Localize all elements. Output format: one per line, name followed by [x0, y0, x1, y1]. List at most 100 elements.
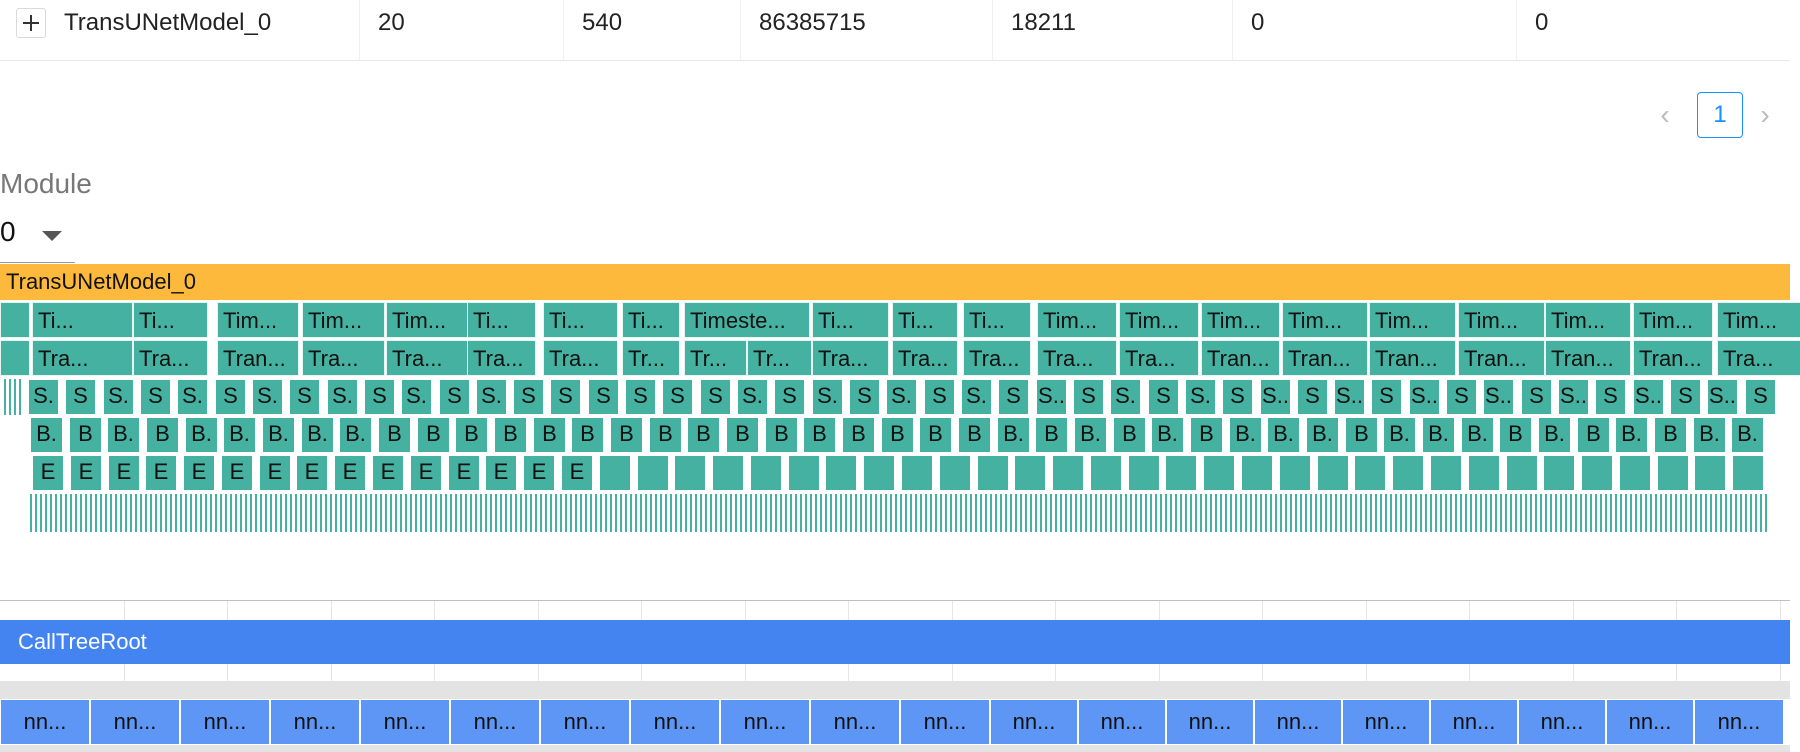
flame-frame-level3[interactable]: S.. [1409, 379, 1440, 415]
caret-down-icon[interactable] [42, 231, 62, 241]
flame-frame-level4[interactable]: B. [30, 417, 63, 453]
flame-frame-level4[interactable]: B [1035, 417, 1068, 453]
flame-frame-level5[interactable] [674, 455, 706, 491]
flame-frame-level3[interactable]: S [1521, 379, 1552, 415]
flame-frame-level4[interactable]: B. [262, 417, 295, 453]
flame-frame-level5[interactable] [1165, 455, 1197, 491]
flame-frame-level5[interactable] [1354, 455, 1386, 491]
flame-frame-level4[interactable]: B [765, 417, 798, 453]
flame-frame-level5[interactable]: E [221, 455, 253, 491]
flame-frame-level1[interactable]: Timeste... [684, 302, 810, 338]
flame-frame-level5[interactable] [1317, 455, 1349, 491]
call-tree-child[interactable]: nn... [0, 699, 90, 745]
flame-frame-level3[interactable]: S. [812, 379, 843, 415]
flame-frame-level1[interactable]: Tim... [386, 302, 469, 338]
flame-frame-level1[interactable]: Tim... [1458, 302, 1545, 338]
flame-frame-level3[interactable]: S. [886, 379, 917, 415]
call-tree-child[interactable]: nn... [90, 699, 180, 745]
flame-frame-level3[interactable]: S. [103, 379, 134, 415]
call-tree-child[interactable]: nn... [1518, 699, 1606, 745]
flame-frame-level5[interactable] [1052, 455, 1084, 491]
call-tree-child[interactable]: nn... [990, 699, 1078, 745]
call-tree-child[interactable]: nn... [1430, 699, 1518, 745]
flame-frame-level3[interactable]: S. [1110, 379, 1141, 415]
flame-frame-level5[interactable] [1732, 455, 1764, 491]
flame-frame-level2[interactable]: Tr... [684, 340, 747, 376]
flame-frame-level5[interactable] [750, 455, 782, 491]
flame-frame-level1[interactable]: Ti... [467, 302, 536, 338]
flame-frame-level3[interactable]: S.. [1633, 379, 1664, 415]
flame-frame-level5[interactable] [1279, 455, 1311, 491]
call-tree-child[interactable]: nn... [630, 699, 720, 745]
flame-frame-level4[interactable]: B [1577, 417, 1610, 453]
flame-frame-level3[interactable]: S. [28, 379, 59, 415]
flame-frame-level5[interactable]: E [183, 455, 215, 491]
flame-frame-level3[interactable]: S [1595, 379, 1626, 415]
module-select[interactable]: 0 [0, 212, 75, 263]
flame-frame-level5[interactable] [1430, 455, 1462, 491]
flame-frame-level3[interactable]: S [1745, 379, 1776, 415]
flame-frame-level4[interactable]: B [1345, 417, 1378, 453]
flame-frame-level3[interactable]: S [65, 379, 96, 415]
flame-frame-level3[interactable]: S [774, 379, 805, 415]
call-tree-child[interactable]: nn... [1078, 699, 1166, 745]
flame-frame-level3[interactable]: S [364, 379, 395, 415]
flame-frame-level4[interactable]: B. [1538, 417, 1571, 453]
flame-frame-level5[interactable] [1014, 455, 1046, 491]
flame-frame-level4[interactable]: B. [1074, 417, 1107, 453]
flame-frame-level4[interactable]: B [919, 417, 952, 453]
call-tree-child[interactable]: nn... [180, 699, 270, 745]
expand-row-button[interactable] [16, 8, 46, 38]
flame-frame-level3[interactable]: S. [252, 379, 283, 415]
call-tree-child[interactable]: nn... [1342, 699, 1430, 745]
flame-frame-level5[interactable]: E [70, 455, 102, 491]
flame-frame-level5[interactable] [901, 455, 933, 491]
flame-frame-level3[interactable]: S.. [1707, 379, 1738, 415]
flame-frame-level2[interactable]: Tra... [386, 340, 469, 376]
flame-frame-level5[interactable]: E [448, 455, 480, 491]
call-tree-child[interactable]: nn... [270, 699, 360, 745]
flame-frame-level5[interactable] [1694, 455, 1726, 491]
call-tree-child[interactable]: nn... [720, 699, 810, 745]
flame-frame-level3[interactable]: S. [961, 379, 992, 415]
flame-frame-level1[interactable]: Tim... [1633, 302, 1713, 338]
flame-frame-level2[interactable]: Tra... [133, 340, 208, 376]
flame-frame-level2[interactable]: Tran... [1633, 340, 1713, 376]
flame-frame-level1[interactable]: Tim... [217, 302, 299, 338]
flame-frame-level3[interactable]: S [550, 379, 581, 415]
flame-frame-level2[interactable]: Tran... [1201, 340, 1280, 376]
flame-frame-level3[interactable]: S. [1185, 379, 1216, 415]
call-tree-root-bar[interactable]: CallTreeRoot [0, 620, 1790, 664]
flame-frame-level5[interactable]: E [334, 455, 366, 491]
flame-frame-level4[interactable]: B [571, 417, 604, 453]
flame-frame-level1[interactable]: Tim... [1545, 302, 1631, 338]
flame-frame-level1[interactable]: Tim... [302, 302, 385, 338]
flame-frame-level3[interactable]: S [215, 379, 246, 415]
call-tree-child[interactable]: nn... [1166, 699, 1254, 745]
flame-frame-level4[interactable]: B [610, 417, 643, 453]
page-item-current[interactable]: 1 [1697, 92, 1743, 138]
call-tree-child[interactable]: nn... [360, 699, 450, 745]
flame-frame-level5[interactable] [1543, 455, 1575, 491]
flame-frame-level4[interactable]: B. [185, 417, 218, 453]
flame-frame-level4[interactable]: B. [1229, 417, 1262, 453]
flame-frame-level2[interactable]: Tra... [1119, 340, 1199, 376]
flame-frame-level2[interactable]: Tran... [217, 340, 299, 376]
flame-frame-level5[interactable] [1506, 455, 1538, 491]
flame-frame-level3[interactable]: S [625, 379, 656, 415]
flame-frame-level3[interactable]: S. [476, 379, 507, 415]
flame-frame-level4[interactable]: B [417, 417, 450, 453]
flame-frame-level5[interactable] [1619, 455, 1651, 491]
flame-frame-level2[interactable]: Tran... [1369, 340, 1456, 376]
flame-frame-level3[interactable]: S [700, 379, 731, 415]
flame-frame-level5[interactable]: E [296, 455, 328, 491]
flame-frame-level5[interactable] [1581, 455, 1613, 491]
flame-frame-level4[interactable]: B. [1383, 417, 1416, 453]
flame-frame-level5[interactable] [788, 455, 820, 491]
flame-frame-level1[interactable]: Ti... [622, 302, 680, 338]
flame-frame-level2[interactable]: Tra... [467, 340, 536, 376]
flame-frame-level5[interactable] [1392, 455, 1424, 491]
flame-frame-level5[interactable]: E [485, 455, 517, 491]
flame-frame-level1[interactable]: Ti... [892, 302, 958, 338]
flame-frame-level5[interactable] [863, 455, 895, 491]
